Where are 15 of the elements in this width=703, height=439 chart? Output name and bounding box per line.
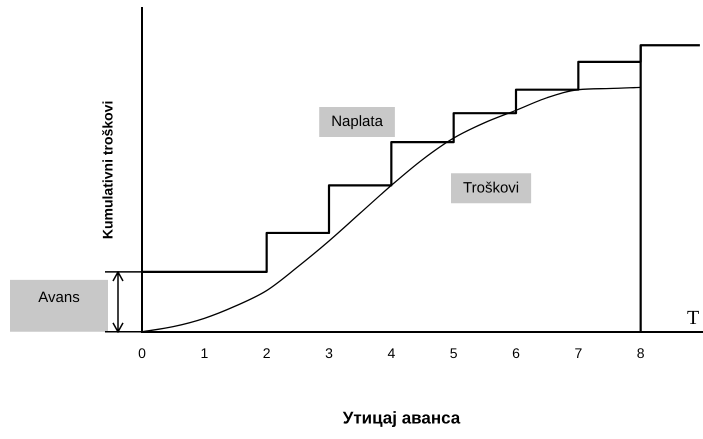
text: Troškovi [463,179,520,196]
y-axis-title: Kumulativni troškovi [99,100,116,240]
text: Утицај аванса [342,408,461,428]
series-label: Naplata [331,113,384,130]
x-tick-label: 5 [450,345,458,362]
x-tick-label: 8 [636,345,645,362]
x-tick-label: 7 [574,345,582,362]
x-tick-label: 4 [387,345,396,362]
x-tick-label: 6 [512,345,520,362]
x-tick-label: 3 [325,345,334,362]
text: Avans [38,289,80,306]
x-tick-label: 1 [200,345,208,362]
x-axis-title: T [687,307,700,330]
x-tick-label: 0 [138,345,146,362]
x-tick-label: 2 [262,345,271,362]
